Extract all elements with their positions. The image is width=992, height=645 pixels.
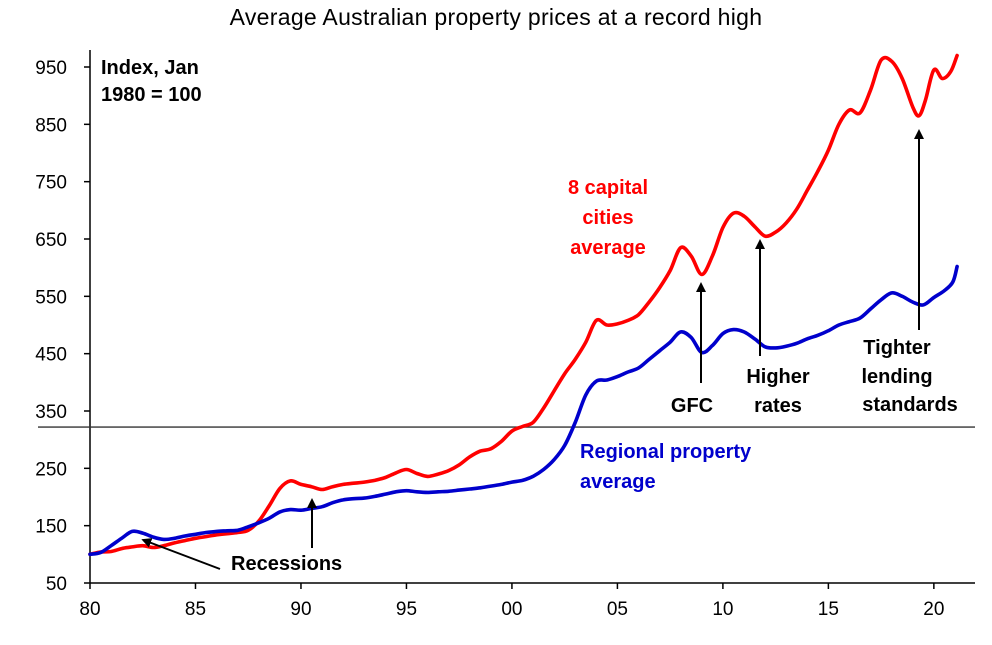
y-tick-label: 50: [46, 574, 67, 595]
x-tick-label: 20: [923, 599, 944, 620]
x-tick-label: 10: [712, 599, 733, 620]
x-tick-group: 80 85 90 95 00 05 10 15 20: [79, 583, 944, 620]
x-tick-label: 80: [79, 599, 100, 620]
y-tick-label: 650: [35, 230, 67, 251]
index-note-line-1: Index, Jan: [101, 57, 199, 79]
index-note-line-2: 1980 = 100: [101, 84, 202, 106]
y-tick-label: 450: [35, 345, 67, 366]
recessions-arrow-1: [141, 538, 221, 570]
tighter-label-line-3: standards: [862, 394, 958, 416]
x-tick-label: 15: [818, 599, 839, 620]
tighter-label-line-1: Tighter: [863, 337, 931, 359]
capital-label-line-3: average: [570, 237, 646, 259]
series-line-regional: [88, 264, 959, 557]
regional-label-line-1: Regional property: [580, 441, 752, 463]
tighter-label-line-2: lending: [861, 366, 932, 388]
axes: [89, 50, 975, 584]
y-tick-label: 750: [35, 173, 67, 194]
y-tick-label: 850: [35, 115, 67, 136]
regional-label-line-2: average: [580, 471, 656, 493]
chart-title: Average Australian property prices at a …: [229, 4, 763, 30]
y-tick-group: 50 150 250 350 450 550 650 750 850 950: [35, 58, 90, 595]
y-tick-label: 250: [35, 459, 67, 480]
y-tick-label: 950: [35, 58, 67, 79]
x-tick-label: 00: [501, 599, 522, 620]
recessions-label: Recessions: [231, 553, 342, 575]
x-tick-label: 85: [185, 599, 206, 620]
y-tick-label: 550: [35, 287, 67, 308]
capital-label-line-1: 8 capital: [568, 177, 648, 199]
x-tick-label: 95: [396, 599, 417, 620]
x-tick-label: 90: [290, 599, 311, 620]
gfc-label: GFC: [671, 395, 713, 417]
capital-label-line-2: cities: [582, 207, 633, 229]
series-line-capital-cities: [88, 53, 959, 557]
higher-rates-label-line-1: Higher: [746, 366, 810, 388]
y-tick-label: 150: [35, 517, 67, 538]
y-tick-label: 350: [35, 402, 67, 423]
higher-rates-label-line-2: rates: [754, 395, 802, 417]
x-tick-label: 05: [607, 599, 628, 620]
